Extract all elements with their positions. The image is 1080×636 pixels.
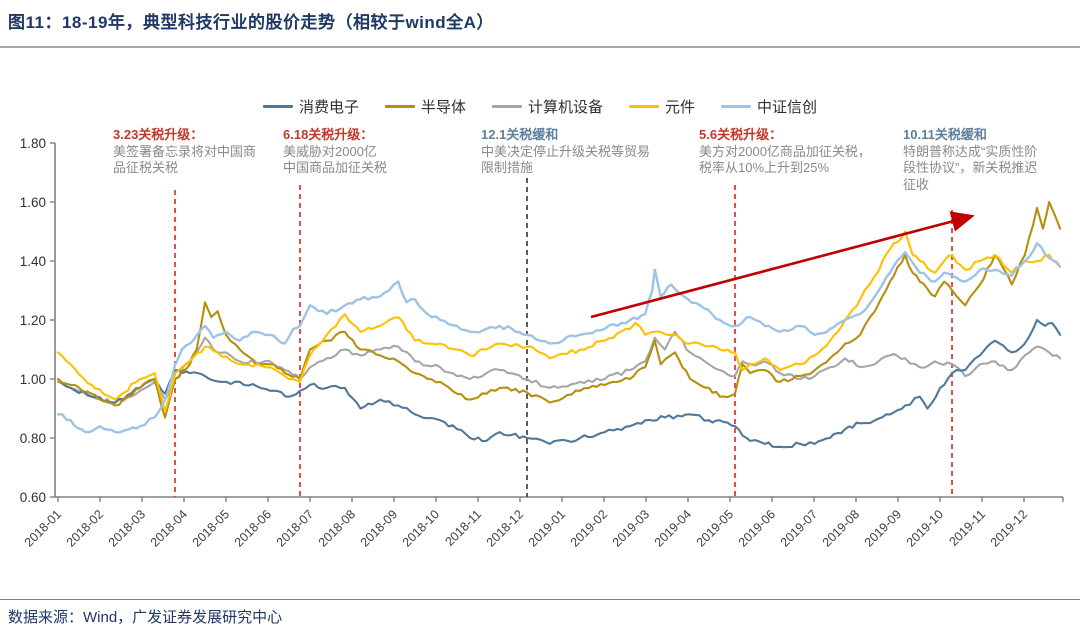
annotation-body: 中美决定停止升级关税等贸易 限制措施 — [481, 143, 651, 176]
y-tick-label: 1.80 — [20, 136, 46, 151]
legend-item-csi-xinchuang: 中证信创 — [721, 96, 817, 117]
series-line-消费电子 — [56, 318, 1062, 449]
trend-arrow — [590, 211, 975, 319]
x-tick-label: 2018-01 — [22, 507, 64, 549]
x-tick-label: 2019-07 — [778, 507, 820, 549]
bottom-divider — [0, 599, 1080, 600]
legend-label: 计算机设备 — [527, 99, 603, 116]
annotation-body: 特朗普称达成“实质性阶 段性协议”，新关税推迟 征收 — [903, 143, 1038, 192]
x-tick-label: 2019-06 — [736, 507, 778, 549]
x-tick-label: 2018-08 — [316, 507, 358, 549]
x-tick-label: 2019-12 — [988, 507, 1030, 549]
y-tick-label: 1.20 — [20, 313, 46, 328]
x-tick-label: 2019-10 — [904, 507, 946, 549]
x-tick-label: 2018-02 — [64, 507, 106, 549]
y-tick-label: 0.60 — [20, 490, 46, 505]
annotation-tariff-easing-10-11: 10.11关税缓和 特朗普称达成“实质性阶 段性协议”，新关税推迟 征收 — [903, 127, 1058, 194]
legend-label: 消费电子 — [298, 99, 359, 116]
legend-label: 中证信创 — [757, 99, 818, 116]
annotation-title: 12.1关税缓和 — [481, 127, 559, 142]
x-tick-label: 2019-01 — [526, 507, 568, 549]
top-divider — [0, 46, 1080, 48]
y-tick-label: 1.00 — [20, 372, 46, 387]
x-tick-label: 2019-05 — [694, 507, 736, 549]
series-line-元件 — [56, 230, 1062, 413]
x-tick-label: 2018-05 — [190, 507, 232, 549]
series-line-中证信创 — [56, 242, 1062, 434]
legend-swatch — [384, 105, 415, 108]
x-tick-label: 2019-04 — [652, 507, 694, 549]
annotation-title: 5.6关税升级： — [699, 127, 783, 142]
legend-item-computer-equipment: 计算机设备 — [491, 96, 603, 117]
annotation-title: 6.18关税升级： — [283, 127, 374, 142]
legend-swatch — [721, 105, 752, 108]
annotation-body: 美签署备忘录将对中国商 品征税关税 — [113, 143, 257, 176]
x-tick-label: 2018-06 — [232, 507, 274, 549]
x-tick-label: 2019-02 — [568, 507, 610, 549]
x-tick-label: 2018-04 — [148, 507, 190, 549]
data-source-note: 数据来源：Wind，广发证券发展研究中心 — [8, 609, 283, 626]
legend-item-semiconductor: 半导体 — [384, 96, 466, 117]
legend-item-components: 元件 — [629, 96, 695, 117]
annotation-title: 3.23关税升级： — [113, 127, 204, 142]
legend-item-consumer-electronics: 消费电子 — [262, 96, 359, 117]
x-tick-label: 2018-11 — [442, 507, 484, 549]
chart-legend: 消费电子 半导体 计算机设备 元件 中证信创 — [0, 96, 1080, 117]
x-tick-label: 2018-07 — [274, 507, 316, 549]
annotation-title: 10.11关税缓和 — [903, 127, 987, 142]
x-tick-label: 2018-09 — [358, 507, 400, 549]
legend-swatch — [491, 105, 522, 108]
y-tick-label: 0.80 — [20, 431, 46, 446]
legend-swatch — [262, 105, 293, 108]
y-tick-label: 1.40 — [20, 254, 46, 269]
series-line-计算机设备 — [56, 330, 1062, 405]
legend-swatch — [629, 105, 659, 108]
y-tick-label: 1.60 — [20, 195, 46, 210]
page-title: 图11：18-19年，典型科技行业的股价走势（相较于wind全A） — [8, 13, 494, 32]
annotation-body: 美方对2000亿商品加征关税， 税率从10%上升到25% — [699, 143, 871, 176]
x-tick-label: 2019-03 — [610, 507, 652, 549]
annotation-tariff-escalation-5-6: 5.6关税升级： 美方对2000亿商品加征关税， 税率从10%上升到25% — [699, 127, 889, 177]
annotation-body: 美威胁对2000亿 中国商品加征关税 — [283, 143, 388, 176]
x-tick-label: 2018-10 — [400, 507, 442, 549]
legend-label: 元件 — [665, 99, 696, 116]
x-tick-label: 2018-03 — [106, 507, 148, 549]
x-tick-label: 2019-09 — [862, 507, 904, 549]
x-tick-label: 2019-08 — [820, 507, 862, 549]
annotation-tariff-escalation-3-23: 3.23关税升级： 美签署备忘录将对中国商 品征税关税 — [113, 127, 263, 177]
legend-label: 半导体 — [420, 99, 466, 116]
x-tick-label: 2019-11 — [946, 507, 988, 549]
annotation-tariff-escalation-6-18: 6.18关税升级： 美威胁对2000亿 中国商品加征关税 — [283, 127, 458, 177]
series-line-半导体 — [56, 200, 1062, 419]
annotation-tariff-easing-12-1: 12.1关税缓和 中美决定停止升级关税等贸易 限制措施 — [481, 127, 661, 177]
x-tick-label: 2018-12 — [484, 507, 526, 549]
